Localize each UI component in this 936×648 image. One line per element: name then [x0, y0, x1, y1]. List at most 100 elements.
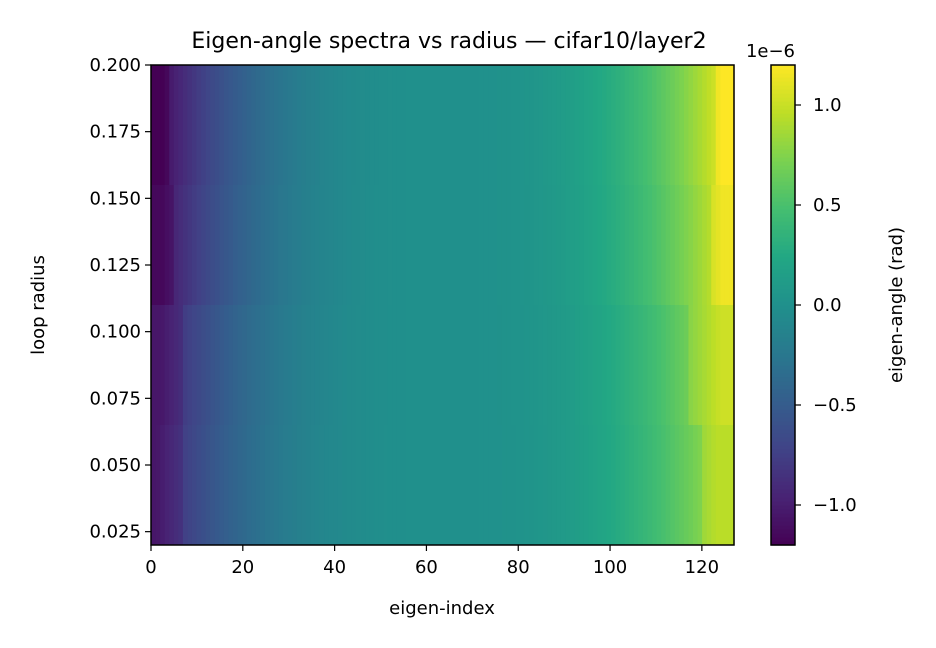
heatmap-cell: [378, 305, 384, 425]
heatmap-cell: [601, 185, 608, 305]
heatmap-cell: [333, 305, 339, 425]
y-tick-label: 0.050: [89, 455, 141, 476]
heatmap-cell: [251, 65, 257, 185]
heatmap-cell: [406, 185, 412, 305]
heatmap-cell: [355, 425, 362, 545]
colorbar-segment: [771, 485, 795, 490]
heatmap-cell: [715, 305, 721, 425]
colorbar-segment: [771, 393, 795, 398]
heatmap-cell: [187, 65, 193, 185]
colorbar-segment: [771, 233, 795, 238]
heatmap-cell: [387, 425, 393, 545]
heatmap-cell: [296, 185, 302, 305]
heatmap-cell: [269, 305, 275, 425]
heatmap-cell: [365, 185, 371, 305]
colorbar-segment: [771, 345, 795, 350]
heatmap-cell: [560, 305, 567, 425]
heatmap-cell: [469, 185, 475, 305]
heatmap-cell: [620, 425, 626, 545]
heatmap-cell: [351, 65, 357, 185]
heatmap-cell: [647, 185, 653, 305]
heatmap-cell: [228, 425, 234, 545]
heatmap-cell: [406, 65, 412, 185]
heatmap-cell: [597, 65, 603, 185]
heatmap-cell: [401, 425, 407, 545]
heatmap-cell: [187, 425, 193, 545]
heatmap-cell: [283, 305, 289, 425]
heatmap-cell: [519, 305, 526, 425]
heatmap-cell: [547, 65, 553, 185]
heatmap-cell: [579, 65, 585, 185]
heatmap-cell: [652, 185, 658, 305]
heatmap-cell: [633, 305, 639, 425]
colorbar-segment: [771, 369, 795, 374]
heatmap-cell: [702, 305, 708, 425]
colorbar-segment: [771, 285, 795, 290]
heatmap-cell: [460, 425, 466, 545]
heatmap-cell: [624, 185, 630, 305]
colorbar-segment: [771, 341, 795, 346]
heatmap-cell: [592, 305, 598, 425]
heatmap-cell: [210, 185, 216, 305]
heatmap-cell: [642, 425, 649, 545]
colorbar-segment: [771, 349, 795, 354]
heatmap-cell: [442, 305, 448, 425]
heatmap-cell: [328, 425, 334, 545]
colorbar-segment: [771, 453, 795, 458]
heatmap-cell: [588, 305, 594, 425]
colorbar-segment: [771, 141, 795, 146]
heatmap-cell: [524, 185, 530, 305]
colorbar-segment: [771, 125, 795, 130]
heatmap-cell: [319, 185, 325, 305]
colorbar-segment: [771, 365, 795, 370]
heatmap-cell: [683, 65, 690, 185]
heatmap-cell: [629, 305, 635, 425]
heatmap-cell: [597, 185, 603, 305]
heatmap-cell: [328, 65, 334, 185]
heatmap-cell: [273, 425, 280, 545]
heatmap-cell: [451, 425, 457, 545]
heatmap-cell: [360, 185, 366, 305]
heatmap-cell: [638, 305, 644, 425]
colorbar-segment: [771, 197, 795, 202]
colorbar-segment: [771, 433, 795, 438]
heatmap-cell: [201, 65, 207, 185]
colorbar-segment: [771, 81, 795, 86]
heatmap-cell: [715, 185, 721, 305]
heatmap-cell: [679, 185, 685, 305]
heatmap-cell: [501, 425, 507, 545]
heatmap-cell: [242, 65, 248, 185]
heatmap-cell: [223, 185, 230, 305]
heatmap-cell: [437, 185, 444, 305]
heatmap-cell: [255, 65, 261, 185]
heatmap-cell: [223, 65, 230, 185]
heatmap-cell: [702, 185, 708, 305]
heatmap-cell: [324, 305, 330, 425]
colorbar-segment: [771, 541, 795, 546]
colorbar-segment: [771, 89, 795, 94]
heatmap-cell: [232, 65, 239, 185]
heatmap-cell: [264, 425, 271, 545]
heatmap-cell: [351, 185, 357, 305]
colorbar-segment: [771, 505, 795, 510]
colorbar-segment: [771, 225, 795, 230]
heatmap-cell: [460, 305, 466, 425]
heatmap-cell: [292, 185, 298, 305]
heatmap-cell: [606, 185, 612, 305]
heatmap-cell: [670, 305, 676, 425]
heatmap-cell: [196, 185, 202, 305]
heatmap-cell: [533, 425, 539, 545]
heatmap-cell: [173, 305, 179, 425]
heatmap-cell: [369, 305, 375, 425]
heatmap-cell: [638, 65, 644, 185]
heatmap-cell: [592, 425, 598, 545]
colorbar-segment: [771, 329, 795, 334]
heatmap-cell: [519, 425, 526, 545]
colorbar-segment: [771, 521, 795, 526]
heatmap-cell: [661, 65, 667, 185]
colorbar-segment: [771, 489, 795, 494]
heatmap-cell: [720, 65, 726, 185]
heatmap-cell: [210, 65, 216, 185]
heatmap-cell: [228, 65, 234, 185]
colorbar-segment: [771, 289, 795, 294]
